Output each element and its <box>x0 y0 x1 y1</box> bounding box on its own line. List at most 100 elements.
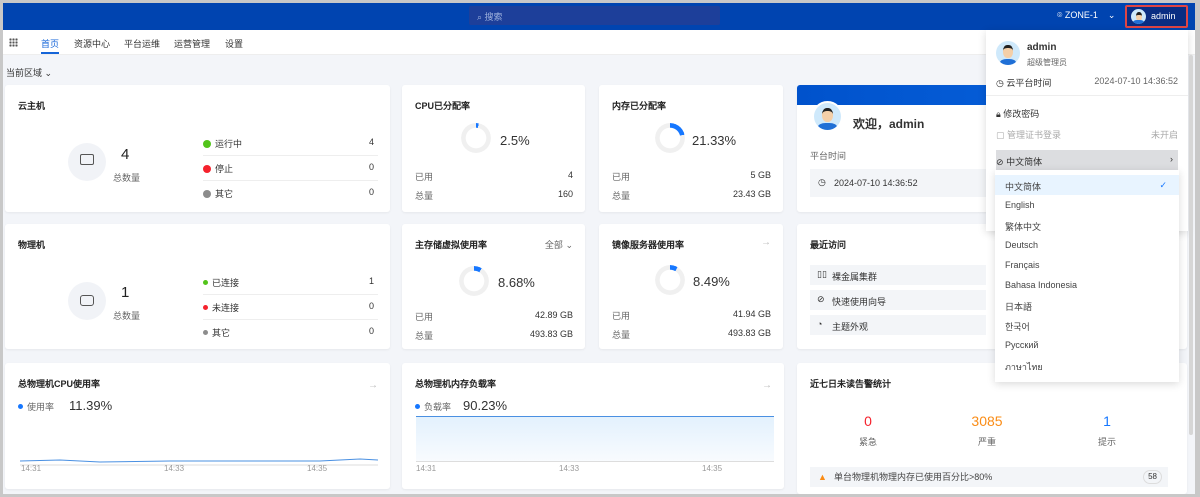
card-title: 内存已分配率 <box>612 101 667 111</box>
avatar <box>812 101 843 132</box>
total-label: 总量 <box>415 331 434 341</box>
stat-other: 其它 0 <box>203 320 378 345</box>
language-item[interactable]: ⊘ 中文简体 › <box>996 150 1178 170</box>
language-option[interactable]: English <box>1005 200 1035 210</box>
arrow-right-icon[interactable]: → <box>761 237 771 248</box>
total-label: 总量 <box>415 191 434 201</box>
stat-connected: 已连接 1 <box>203 270 378 295</box>
apps-grid-icon[interactable] <box>9 38 18 47</box>
image-server-card: 镜像服务器使用率 → 8.49% 已用 41.94 GB 总量 493.83 G… <box>599 224 783 349</box>
scrollbar[interactable] <box>1189 55 1193 435</box>
language-option[interactable]: 中文简体 ✓ <box>995 175 1179 195</box>
count-badge: 58 <box>1143 470 1162 484</box>
stat-stopped: 停止 0 <box>203 156 378 181</box>
region-selector[interactable]: 当前区域 ⌄ <box>6 68 53 78</box>
used-value: 42.89 GB <box>534 310 573 320</box>
recent-item-bare-metal[interactable]: ▯▯ 裸金属集群 <box>810 265 986 285</box>
cpu-usage-card: 总物理机CPU使用率 → 使用率 11.39% 14:31 14:33 14:3… <box>5 363 390 489</box>
alert-item[interactable]: ▲ 单台物理机物理内存已使用百分比>80% 58 <box>810 467 1168 487</box>
card-title: 近七日未读告警统计 <box>810 379 892 389</box>
cpu-sparkline <box>20 458 378 466</box>
user-name: admin <box>1027 42 1057 53</box>
welcome-text: 欢迎，admin <box>853 117 925 131</box>
language-option[interactable]: 日本語 <box>1005 302 1033 312</box>
compass-icon: ⊘ <box>817 294 825 304</box>
storage-card: 主存储虚拟使用率 全部 ⌄ 8.68% 已用 42.89 GB 总量 493.8… <box>402 224 585 349</box>
mem-area-chart <box>416 416 774 462</box>
avatar <box>1131 9 1146 24</box>
language-option[interactable]: Deutsch <box>1005 240 1039 250</box>
alert-info[interactable]: 1 提示 <box>1097 413 1116 447</box>
time-label: 平台时间 <box>810 151 847 161</box>
tab-platform-ops[interactable]: 平台运维 <box>124 39 161 49</box>
check-icon: ✓ <box>1159 180 1167 190</box>
card-title: 最近访问 <box>810 240 847 250</box>
card-title: 总物理机内存负载率 <box>415 379 497 389</box>
language-option[interactable]: Français <box>1005 260 1040 270</box>
document-icon: ▢ <box>996 130 1008 140</box>
tab-resources[interactable]: 资源中心 <box>74 39 111 49</box>
tab-home[interactable]: 首页 <box>41 39 60 54</box>
legend: 使用率 <box>18 400 54 413</box>
arrow-right-icon[interactable]: → <box>368 380 378 391</box>
cert-login-item[interactable]: ▢ 管理证书登录 未开启 <box>996 130 1178 140</box>
play-icon <box>203 140 211 148</box>
alert-major[interactable]: 3085 严重 <box>971 413 1003 447</box>
monitor-icon <box>68 143 106 181</box>
total-label: 总量 <box>612 191 631 201</box>
mem-alloc-card: 内存已分配率 21.33% 已用 5 GB 总量 23.43 GB <box>599 85 783 212</box>
language-option[interactable]: Русский <box>1005 340 1039 350</box>
alert-critical[interactable]: 0 紧急 <box>858 413 877 447</box>
divider <box>986 95 1188 96</box>
used-label: 已用 <box>415 172 434 182</box>
legend: 负载率 <box>415 400 451 413</box>
location-icon: ⌾ <box>1057 10 1065 20</box>
host-card: 物理机 1 总数量 已连接 1 未连接 0 其它 0 <box>5 224 390 349</box>
app-window: ⌕ 搜索 ⌾ ZONE-1 ⌄ admin 首页 资源中心 平台运维 运营管理 设… <box>3 3 1195 494</box>
percent: 21.33% <box>692 133 737 148</box>
user-role: 超级管理员 <box>1027 58 1067 67</box>
language-option[interactable]: Bahasa Indonesia <box>1005 280 1078 290</box>
language-option[interactable]: 한국어 <box>1005 322 1030 332</box>
cloud-time: ◷ 云平台时间 2024-07-10 14:36:52 <box>996 76 1178 88</box>
user-menu-button[interactable]: admin <box>1125 5 1188 28</box>
x-tick: 14:31 <box>21 464 42 473</box>
search-icon: ⌕ <box>477 12 485 22</box>
zone-selector[interactable]: ⌾ ZONE-1 ⌄ <box>1057 10 1116 20</box>
usage-ring <box>459 266 489 296</box>
stop-icon <box>203 165 211 173</box>
recent-item-theme[interactable]: ◔ 主题外观 <box>810 315 986 335</box>
clock-icon: ◷ <box>996 78 1007 88</box>
card-title: CPU已分配率 <box>415 101 471 111</box>
chevron-right-icon: › <box>1170 154 1173 164</box>
search-input[interactable]: ⌕ 搜索 <box>469 6 720 25</box>
tab-settings[interactable]: 设置 <box>225 39 244 49</box>
arrow-right-icon[interactable]: → <box>762 380 772 391</box>
total-label: 总数量 <box>113 173 141 183</box>
card-title: 总物理机CPU使用率 <box>18 379 101 389</box>
card-title: 镜像服务器使用率 <box>612 240 685 250</box>
x-tick: 14:33 <box>559 464 580 473</box>
x-tick: 14:35 <box>307 464 328 473</box>
used-value: 4 <box>567 170 573 180</box>
cpu-alloc-card: CPU已分配率 2.5% 已用 4 总量 160 <box>402 85 585 212</box>
card-title: 云主机 <box>18 101 46 111</box>
stat-disconnected: 未连接 0 <box>203 295 378 320</box>
card-title: 主存储虚拟使用率 <box>415 240 488 250</box>
usage-ring <box>461 123 491 153</box>
recent-item-guide[interactable]: ⊘ 快速使用向导 <box>810 290 986 310</box>
x-tick: 14:35 <box>702 464 723 473</box>
change-password-item[interactable]: 🔒︎ 修改密码 <box>996 109 1040 119</box>
question-icon <box>203 190 211 198</box>
status-dot <box>203 305 208 310</box>
tab-operations[interactable]: 运营管理 <box>174 39 211 49</box>
usage-ring <box>655 123 685 153</box>
total-value: 493.83 GB <box>727 328 771 338</box>
language-option[interactable]: ภาษาไทย <box>1005 362 1043 372</box>
storage-filter-dropdown[interactable]: 全部 ⌄ <box>544 240 573 250</box>
language-option[interactable]: 繁体中文 <box>1005 222 1042 232</box>
vm-card: 云主机 4 总数量 运行中 4 停止 0 其它 0 <box>5 85 390 212</box>
total-label: 总量 <box>612 330 631 340</box>
globe-icon: ⊘ <box>996 157 1004 167</box>
status-dot <box>203 330 208 335</box>
